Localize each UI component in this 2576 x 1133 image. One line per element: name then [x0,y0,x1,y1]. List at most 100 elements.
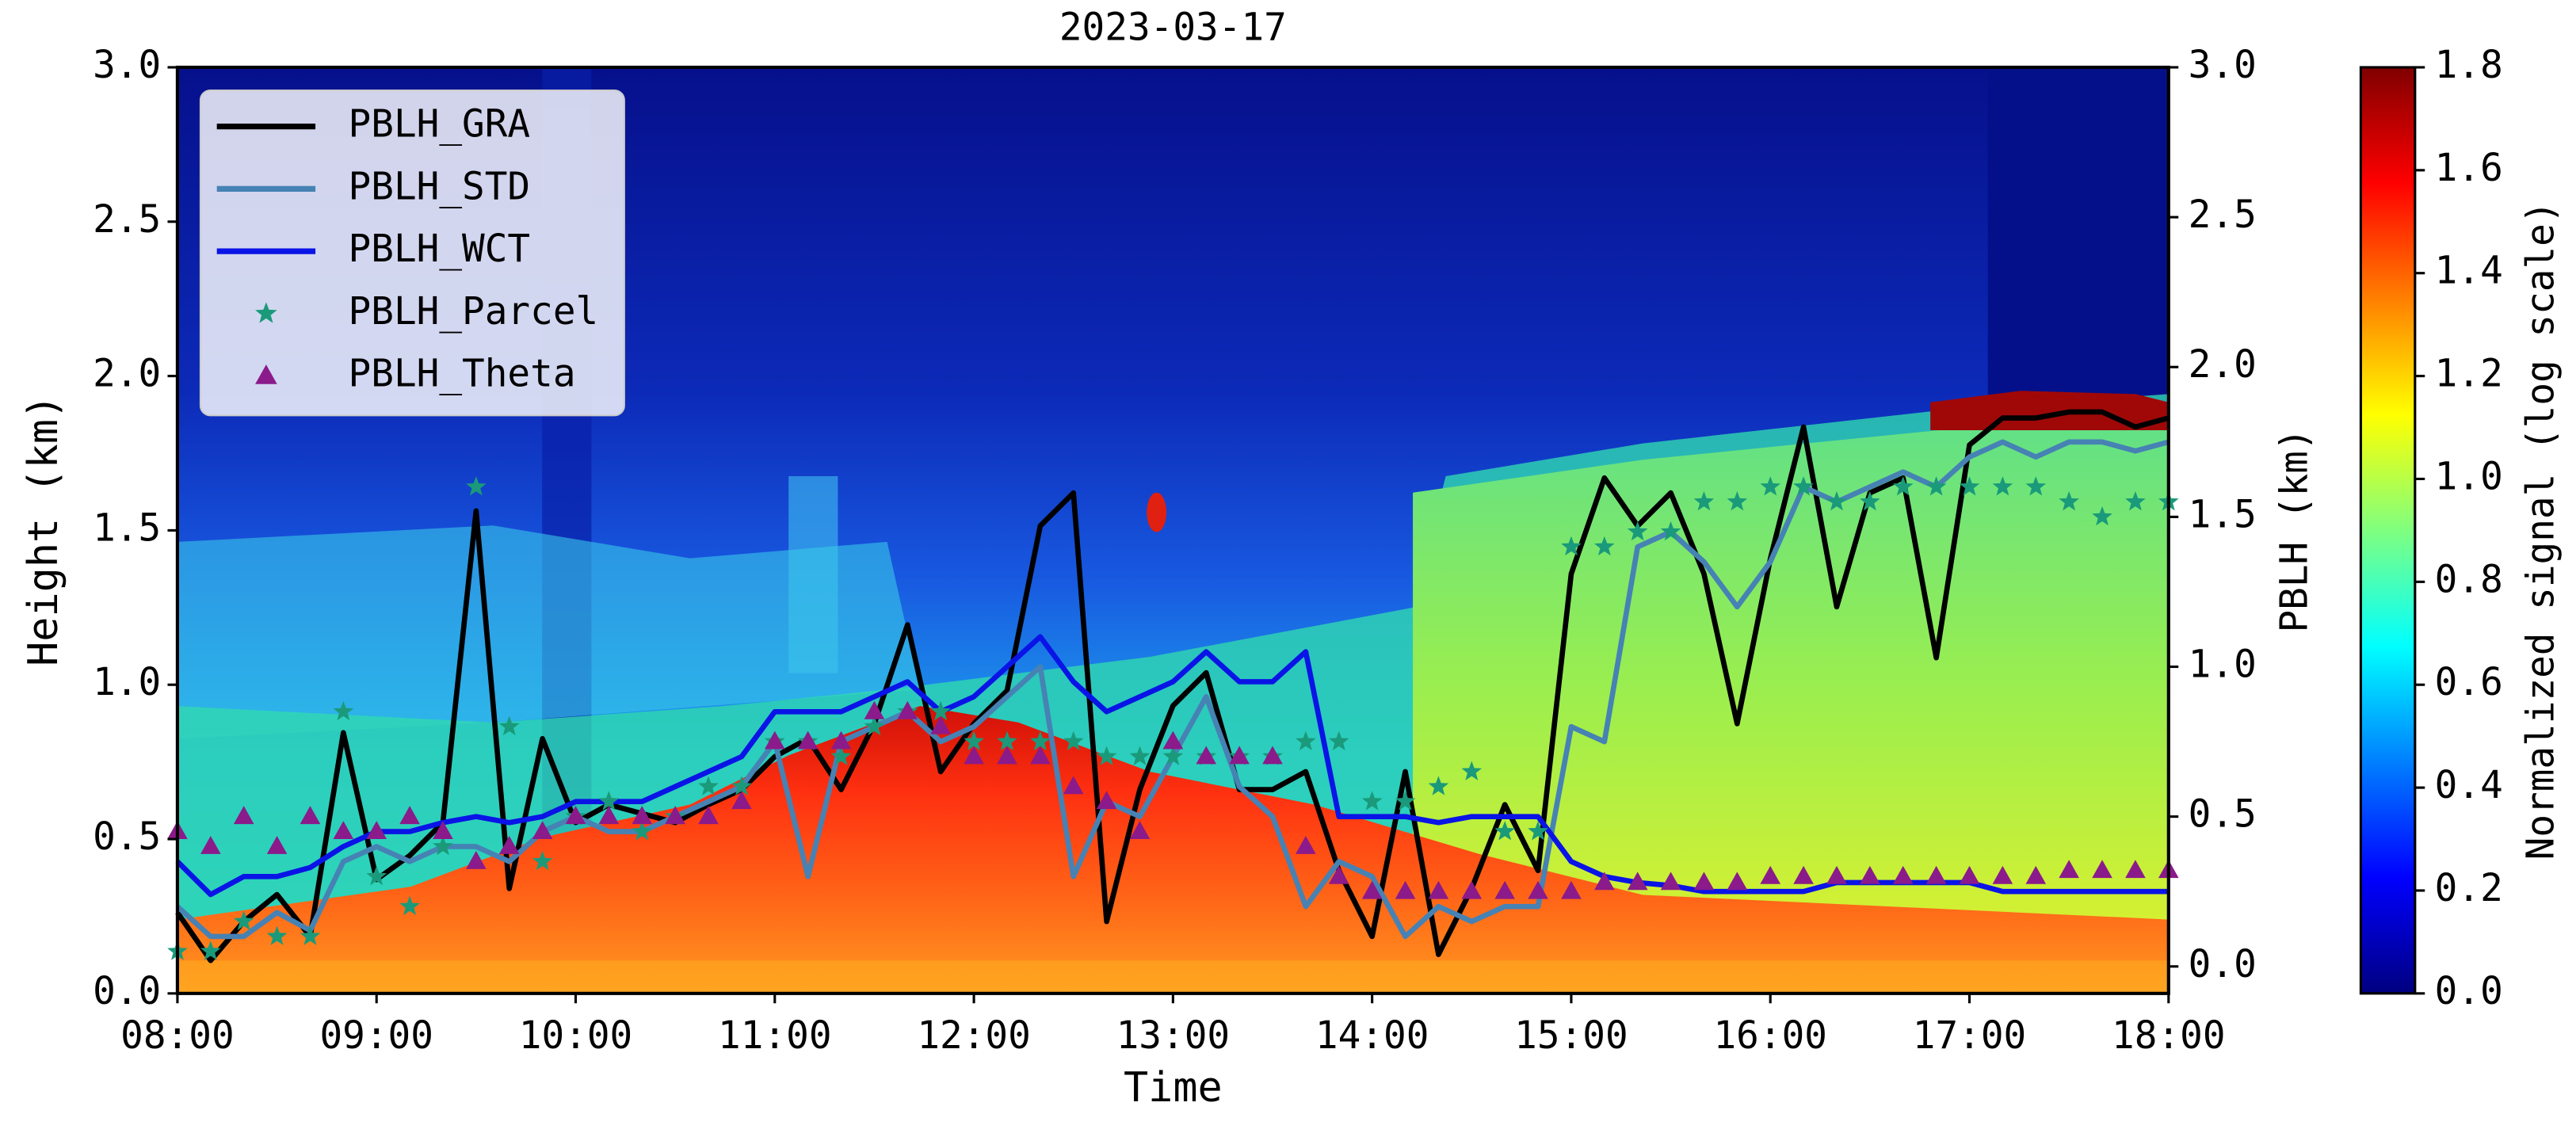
star-marker [830,746,852,765]
legend-label: PBLH_WCT [349,227,531,271]
colorbar-tick-label: 0.0 [2435,970,2503,1013]
star-marker [1494,821,1515,841]
triangle-marker [1561,880,1582,899]
triangle-marker [698,806,719,825]
triangle-marker [2059,860,2079,879]
x-tick-label: 15:00 [1514,1014,1628,1058]
star-marker [698,776,719,795]
triangle-marker [1860,865,1880,884]
legend-label: PBLH_GRA [349,103,531,147]
star-marker [1892,476,1914,496]
triangle-marker [399,806,420,825]
y2-axis-label: PBLH (km) [2273,428,2317,632]
triangle-marker [864,700,885,719]
y2-tick-label: 2.0 [2189,343,2257,387]
star-marker [1826,490,1847,511]
triangle-marker [1395,880,1416,899]
star-marker [1096,746,1117,765]
x-tick-label: 14:00 [1315,1014,1429,1058]
star-marker [1959,476,1980,496]
star-marker [399,895,420,916]
y-tick-label: 1.5 [93,506,161,550]
y-tick-label: 1.0 [93,661,161,704]
x-tick-label: 12:00 [917,1014,1030,1058]
y-tick-label: 2.0 [93,353,161,396]
y2-tick-label: 1.0 [2189,643,2257,687]
x-axis-label: Time [1124,1064,1223,1112]
y2-tick-label: 0.0 [2189,943,2257,986]
colorbar-tick-label: 0.8 [2435,558,2503,601]
triangle-marker [731,791,752,810]
star-marker [1428,776,1449,795]
y2-tick-label: 0.5 [2189,793,2257,837]
triangle-marker [532,821,553,840]
star-marker [433,836,453,856]
y-tick-label: 3.0 [93,44,161,87]
triangle-marker [266,836,288,854]
triangle-marker [466,850,487,869]
legend-box [199,89,625,417]
star-marker [1461,761,1483,780]
star-marker [632,821,653,841]
y-tick-label: 0.0 [93,970,161,1013]
triangle-marker [1461,880,1483,899]
star-marker [266,925,288,945]
triangle-marker [2092,860,2112,879]
triangle-marker [1361,880,1383,899]
triangle-marker [930,715,951,734]
x-tick-label: 16:00 [1713,1014,1826,1058]
star-marker [1627,521,1648,541]
triangle-marker [1296,836,1316,854]
star-marker [1129,746,1151,765]
colorbar-tick-label: 1.2 [2435,353,2503,396]
triangle-marker [830,731,852,750]
triangle-marker [1660,872,1681,891]
triangle-marker [1760,865,1781,884]
triangle-marker [1693,872,1715,891]
triangle-marker [1196,746,1217,765]
star-marker [731,776,752,795]
triangle-marker [2025,865,2047,884]
star-marker [1793,476,1814,496]
series-line [175,409,2170,963]
x-tick-label: 18:00 [2112,1014,2225,1058]
triangle-marker [1925,865,1947,884]
x-tick-label: 10:00 [519,1014,632,1058]
colorbar-tick-label: 1.4 [2435,250,2503,293]
star-marker [1561,536,1582,556]
y2-tick-label: 1.5 [2189,493,2257,536]
colorbar-tick-label: 0.6 [2435,661,2503,704]
triangle-marker [964,746,984,765]
triangle-marker [1096,791,1117,810]
star-marker [1528,821,1548,841]
triangle-marker [1793,865,1814,884]
legend-label: PBLH_Theta [349,353,576,396]
triangle-marker [632,806,653,825]
colorbar-label: Normalized signal (log scale) [2520,200,2563,860]
triangle-marker [366,821,387,840]
star-marker [1030,731,1051,750]
star-marker [2125,490,2146,511]
legend-label: PBLH_Parcel [349,290,599,334]
star-marker [466,476,487,496]
legend-swatch [255,302,277,323]
triangle-marker [498,836,520,854]
signal-heatmap [177,67,2169,994]
star-marker [1361,791,1383,811]
colorbar-tick-label: 0.4 [2435,764,2503,807]
triangle-marker [333,821,354,840]
triangle-marker [797,731,819,750]
triangle-marker [1959,865,1980,884]
triangle-marker [300,806,321,825]
chart-title: 2023-03-17 [1059,6,1287,49]
star-marker [1594,536,1615,556]
star-marker [598,791,620,811]
star-marker [2059,490,2079,511]
triangle-marker [1494,880,1515,899]
triangle-marker [1594,872,1615,891]
triangle-marker [1262,746,1283,765]
star-marker [1660,521,1681,541]
data-layer [167,409,2179,963]
